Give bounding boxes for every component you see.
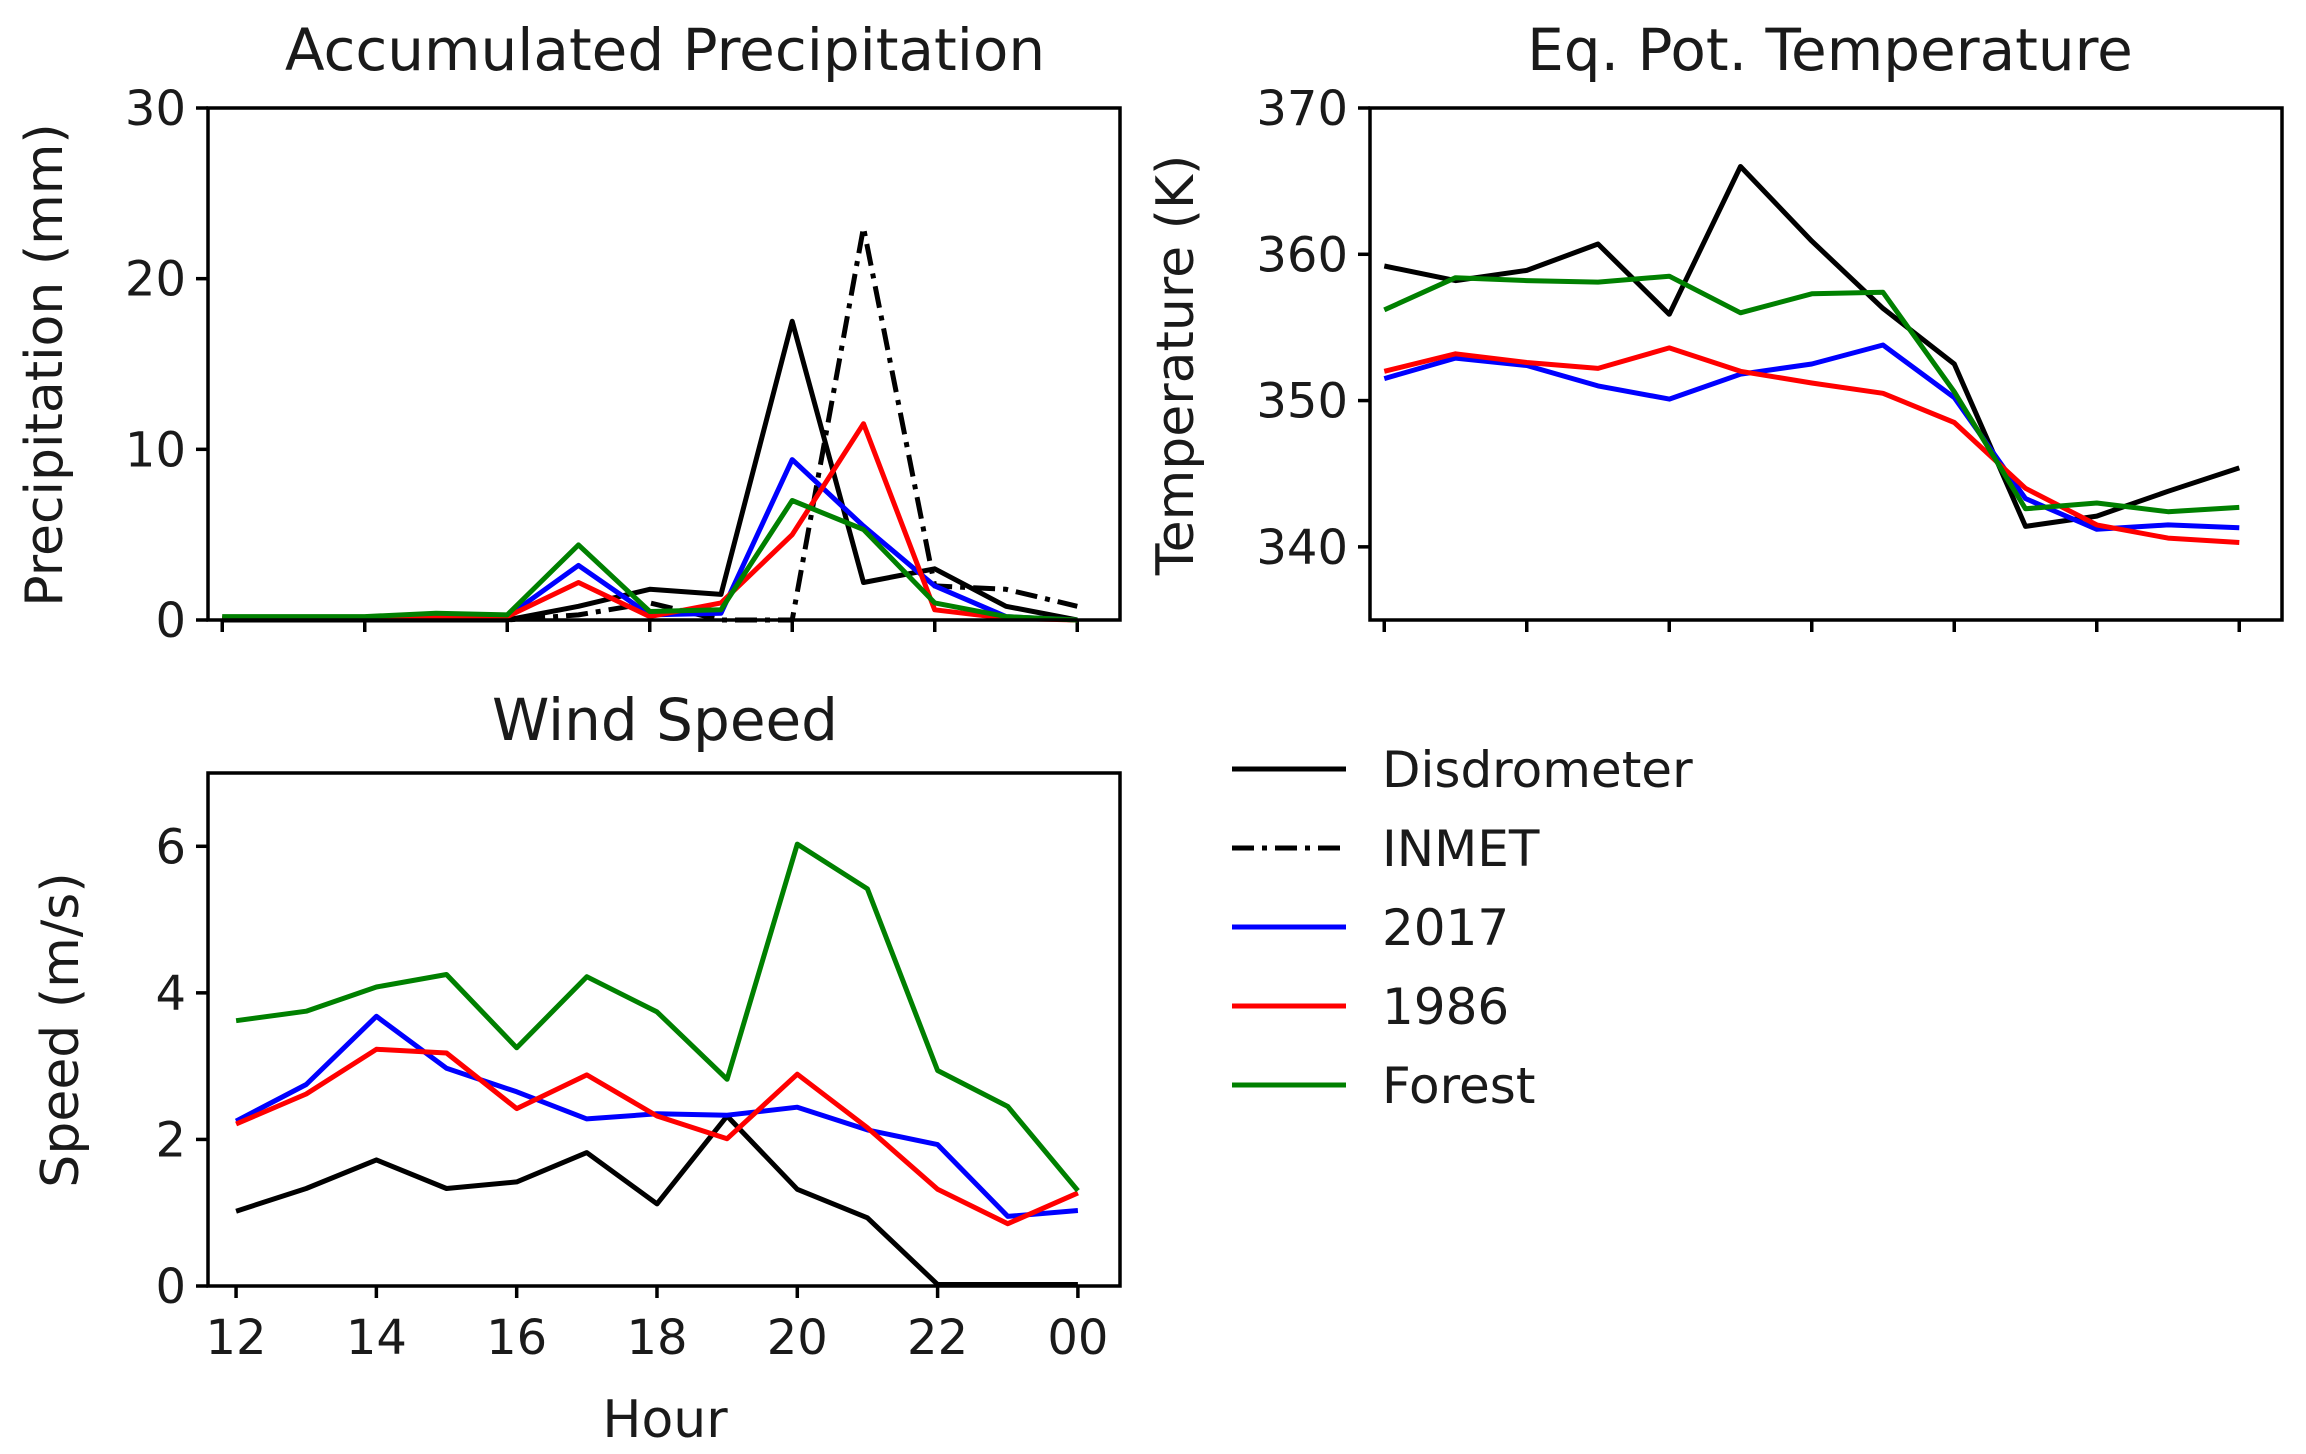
precip-ytick-label-20: 20 xyxy=(125,252,186,308)
wind-ytick-label-0: 0 xyxy=(155,1259,186,1315)
wind-xtick-label-18: 18 xyxy=(626,1310,687,1366)
precip-series-disdrometer xyxy=(222,318,1078,623)
wind-xtick-label-14: 14 xyxy=(346,1310,407,1366)
temperature-axes-frame xyxy=(1368,106,2284,622)
legend-entry-2017: 2017 xyxy=(1232,899,1509,957)
theta-series-2017 xyxy=(1383,342,2240,532)
precip-series-inmet xyxy=(222,225,1078,623)
wind-ytick-label-2: 2 xyxy=(155,1112,186,1168)
precip-ytick-label-10: 10 xyxy=(125,422,186,478)
wind-ticks: 0 2 4 6 12 14 16 18 20 22 00 xyxy=(155,819,1108,1366)
precip-ytick-label-30: 30 xyxy=(125,81,186,137)
precipitation-title: Accumulated Precipitation xyxy=(285,16,1045,84)
precipitation-ticks: 0 10 20 30 xyxy=(125,81,1079,649)
wind-series-forest xyxy=(235,841,1080,1193)
theta-series-disdrometer xyxy=(1383,164,2241,529)
wind-series-disdrometer xyxy=(235,1113,1078,1287)
theta-series-1986 xyxy=(1383,345,2240,545)
temperature-ticks: 340 350 360 370 xyxy=(1256,81,2241,632)
wind-ytick-label-6: 6 xyxy=(155,819,186,875)
wind-ytick-label-4: 4 xyxy=(155,966,186,1022)
temperature-title: Eq. Pot. Temperature xyxy=(1527,16,2133,84)
legend-label-inmet: INMET xyxy=(1382,820,1540,878)
legend-label-forest: Forest xyxy=(1382,1057,1535,1115)
theta-series-forest xyxy=(1383,273,2240,515)
temperature-lines xyxy=(1383,164,2241,545)
legend-entry-disdrometer: Disdrometer xyxy=(1232,741,1693,799)
precipitation-axes-frame xyxy=(206,106,1122,622)
legend-entry-inmet: INMET xyxy=(1232,820,1540,878)
wind-lines xyxy=(234,841,1080,1287)
wind-xtick-label-16: 16 xyxy=(486,1310,547,1366)
wind-xtick-label-20: 20 xyxy=(767,1310,828,1366)
precipitation-ylabel: Precipitation (mm) xyxy=(15,123,75,606)
precipitation-lines xyxy=(222,225,1078,623)
legend-label-2017: 2017 xyxy=(1382,899,1509,957)
panel-wind-speed: Wind Speed Speed (m/s) Hour 0 2 4 6 12 14 16 18… xyxy=(31,686,1122,1450)
legend-label-1986: 1986 xyxy=(1382,978,1509,1036)
wind-xlabel: Hour xyxy=(602,1390,728,1450)
legend-label-disdrometer: Disdrometer xyxy=(1382,741,1693,799)
precip-series-forest xyxy=(222,498,1078,623)
wind-axes-frame xyxy=(206,771,1122,1288)
theta-ytick-label-370: 370 xyxy=(1256,81,1348,137)
wind-ylabel: Speed (m/s) xyxy=(31,872,91,1187)
theta-ytick-label-360: 360 xyxy=(1256,227,1348,283)
legend-entry-1986: 1986 xyxy=(1232,978,1509,1036)
temperature-ylabel: Temperature (K) xyxy=(1146,155,1206,577)
precip-ytick-label-0: 0 xyxy=(155,593,186,649)
wind-xtick-label-00: 00 xyxy=(1047,1310,1108,1366)
panel-temperature: Eq. Pot. Temperature Temperature (K) 340… xyxy=(1146,16,2284,632)
legend-entry-forest: Forest xyxy=(1232,1057,1535,1115)
wind-title: Wind Speed xyxy=(492,686,838,754)
legend: Disdrometer INMET 2017 1986 Forest xyxy=(1232,741,1693,1115)
wind-series-1986 xyxy=(235,1046,1079,1227)
precip-series-2017 xyxy=(222,457,1078,623)
panel-precipitation: Accumulated Precipitation Precipitation … xyxy=(15,16,1122,649)
wind-xtick-label-12: 12 xyxy=(206,1310,267,1366)
theta-ytick-label-340: 340 xyxy=(1256,520,1348,576)
wind-xtick-label-22: 22 xyxy=(907,1310,968,1366)
theta-ytick-label-350: 350 xyxy=(1256,374,1348,430)
